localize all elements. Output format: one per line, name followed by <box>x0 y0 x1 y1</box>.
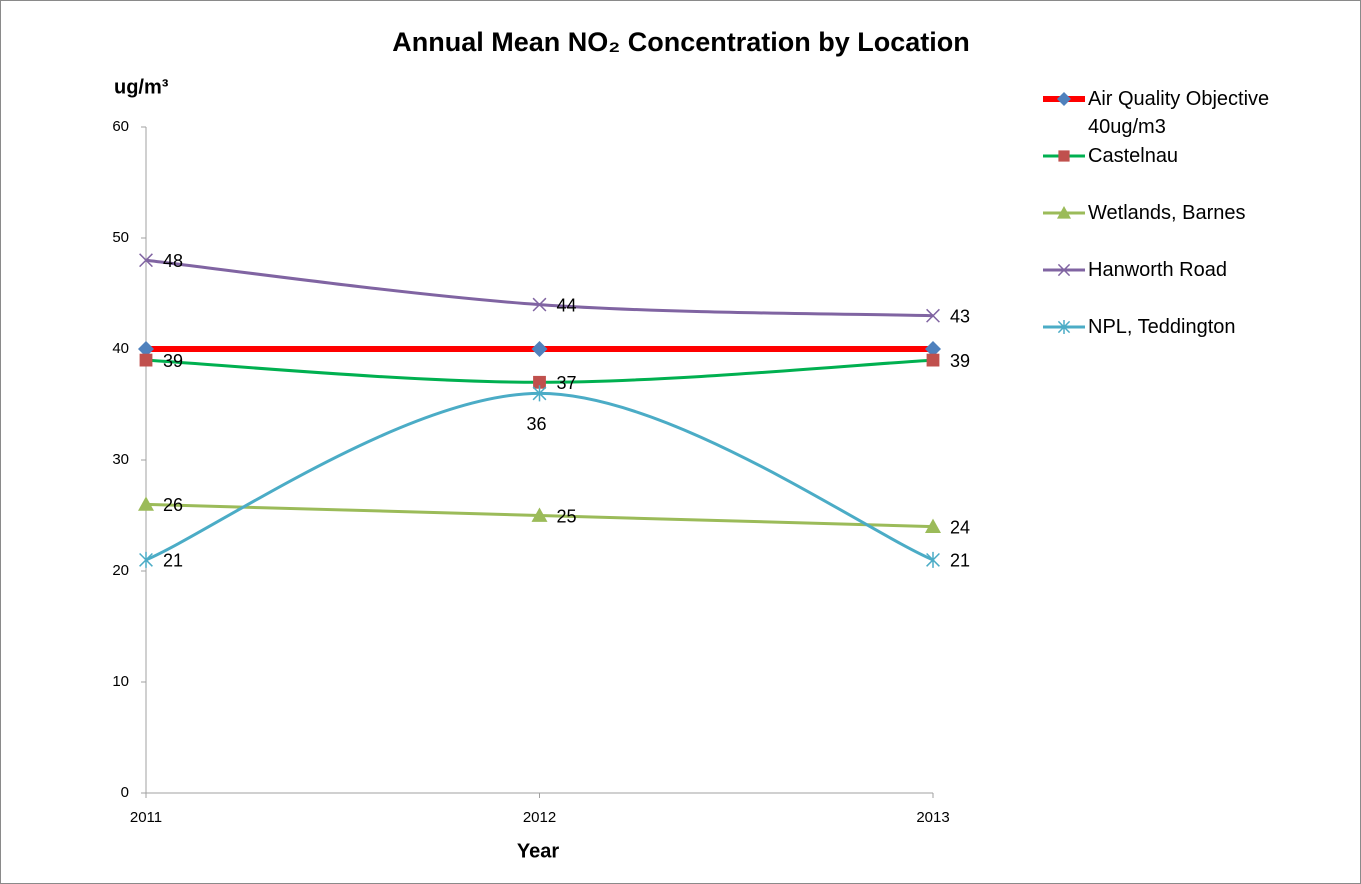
data-label: 24 <box>950 517 970 537</box>
data-label: 44 <box>557 295 577 315</box>
y-tick-label: 40 <box>112 340 129 357</box>
y-axis-title: ug/m³ <box>114 76 169 98</box>
data-label: 36 <box>526 414 546 434</box>
marker <box>926 353 940 367</box>
marker <box>531 341 548 357</box>
legend-swatch <box>1043 263 1085 277</box>
marker <box>139 253 153 268</box>
y-tick-label: 30 <box>112 451 129 468</box>
y-tick-label: 50 <box>112 229 129 246</box>
marker <box>531 507 548 522</box>
legend-swatch <box>1043 320 1085 334</box>
marker <box>139 353 153 367</box>
legend-marker <box>1057 263 1071 277</box>
legend-marker <box>1057 92 1071 106</box>
marker <box>532 385 547 402</box>
legend-swatch <box>1043 206 1085 219</box>
legend-label: Wetlands, Barnes <box>1088 202 1246 224</box>
legend-marker <box>1057 320 1071 334</box>
marker <box>925 341 941 357</box>
marker <box>532 297 547 312</box>
x-tick-label: 2012 <box>523 809 556 826</box>
legend-label: Castelnau <box>1088 145 1179 167</box>
legend-swatch <box>1043 92 1085 106</box>
legend-label: Air Quality Objective 40ug/m3 <box>1088 88 1270 138</box>
data-label: 39 <box>163 351 183 371</box>
data-label: 25 <box>557 506 577 526</box>
data-label: 21 <box>950 551 970 571</box>
y-tick-label: 10 <box>112 673 129 690</box>
data-label: 21 <box>163 551 183 571</box>
data-label: 48 <box>163 251 183 271</box>
y-tick-label: 20 <box>112 562 129 579</box>
marker <box>139 551 153 568</box>
legend-marker <box>1058 150 1070 162</box>
marker <box>926 308 940 323</box>
marker <box>533 375 546 389</box>
legend-swatch <box>1043 150 1085 162</box>
legend-label: NPL, Teddington <box>1088 316 1236 338</box>
x-axis-title: Year <box>517 840 559 862</box>
data-label: 39 <box>950 351 970 371</box>
chart-title: Annual Mean NO₂ Concentration by Locatio… <box>392 27 970 57</box>
y-tick-label: 0 <box>121 784 129 801</box>
marker <box>138 496 154 511</box>
data-label: 43 <box>950 306 970 326</box>
y-tick-label: 60 <box>112 118 129 135</box>
data-label: 37 <box>557 373 577 393</box>
x-tick-label: 2013 <box>916 809 949 826</box>
series-line <box>145 258 934 318</box>
legend-marker <box>1057 206 1071 219</box>
marker <box>925 518 941 533</box>
legend-label: Hanworth Road <box>1088 259 1227 281</box>
x-tick-label: 2011 <box>130 809 162 826</box>
marker <box>138 341 154 357</box>
marker <box>926 551 940 568</box>
data-label: 26 <box>163 495 183 515</box>
